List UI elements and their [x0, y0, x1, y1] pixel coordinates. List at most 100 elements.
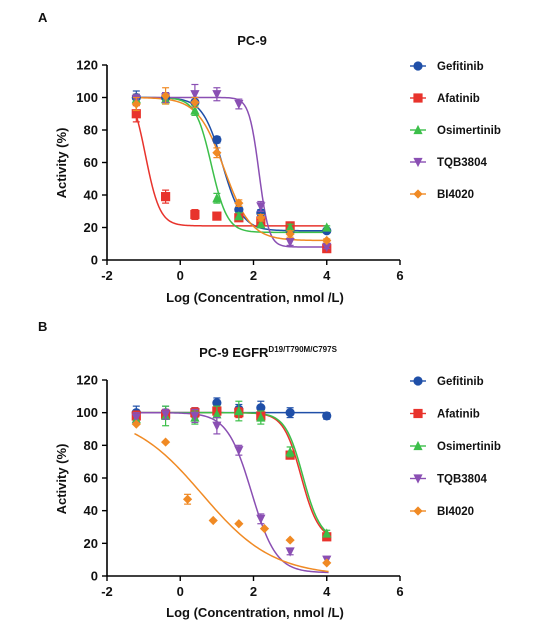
y-tick-label: 100	[76, 90, 98, 105]
legend-marker	[413, 376, 423, 386]
fit-curve-tqb3804	[134, 96, 329, 248]
x-axis-label: Log (Concentration, nmol /L)	[166, 290, 344, 305]
chart-title: PC-9 EGFRD19/T790M/C797S	[199, 345, 337, 360]
data-point-bi4020	[259, 524, 270, 534]
panel-label: A	[38, 10, 48, 25]
legend-label: Osimertinib	[437, 125, 501, 137]
x-tick-label: 2	[250, 268, 257, 283]
legend-marker	[413, 440, 423, 451]
x-tick-label: 2	[250, 584, 257, 599]
data-point-osimertinib	[256, 412, 266, 422]
y-tick-label: 40	[84, 188, 98, 203]
data-point-gefitinib	[256, 403, 266, 413]
data-point-tqb3804	[212, 90, 222, 100]
data-point-bi4020	[256, 213, 266, 223]
legend-marker	[413, 157, 423, 168]
y-tick-label: 80	[84, 123, 98, 138]
y-tick-label: 20	[84, 220, 98, 235]
data-point-afatinib	[212, 211, 222, 221]
data-point-tqb3804	[190, 90, 200, 100]
data-point-tqb3804	[234, 446, 244, 456]
x-tick-label: 4	[323, 584, 331, 599]
legend-label: Osimertinib	[437, 441, 501, 453]
legend-label: Afatinib	[437, 409, 480, 421]
y-tick-label: 100	[76, 405, 98, 420]
data-point-bi4020	[285, 535, 295, 545]
legend-label: TQB3804	[437, 474, 487, 486]
data-points	[131, 397, 332, 568]
x-tick-label: 0	[177, 584, 184, 599]
data-point-bi4020	[131, 419, 141, 429]
legend-label: BI4020	[437, 189, 474, 201]
data-point-bi4020	[161, 437, 171, 447]
x-tick-label: -2	[101, 584, 113, 599]
data-point-bi4020	[208, 515, 218, 526]
data-point-tqb3804	[131, 413, 141, 423]
data-point-osimertinib	[190, 105, 200, 115]
y-axis-label: Activity (%)	[54, 444, 69, 515]
data-point-tqb3804	[234, 99, 244, 110]
chart-title-main: PC-9	[237, 33, 267, 48]
data-point-afatinib	[190, 209, 200, 220]
legend: Gefitinib Afatinib Osimertinib TQB3804 BI402…	[410, 376, 501, 518]
data-points	[131, 83, 332, 254]
data-point-gefitinib	[212, 398, 222, 408]
data-point-osimertinib	[234, 211, 244, 221]
y-tick-label: 60	[84, 155, 98, 170]
data-point-osimertinib	[256, 219, 266, 229]
data-point-gefitinib	[256, 208, 266, 218]
data-point-osimertinib	[322, 222, 332, 232]
data-point-bi4020	[234, 519, 244, 529]
legend-label: BI4020	[437, 506, 474, 518]
legend-marker	[413, 408, 423, 419]
data-point-tqb3804	[256, 202, 266, 212]
y-axis-label: Activity (%)	[54, 128, 69, 199]
data-point-tqb3804	[161, 410, 171, 420]
data-point-osimertinib	[234, 405, 244, 416]
x-tick-label: 6	[396, 268, 403, 283]
data-point-afatinib	[131, 109, 141, 119]
data-point-afatinib	[161, 192, 171, 202]
data-point-tqb3804	[256, 514, 266, 524]
legend: Gefitinib Afatinib Osimertinib TQB3804 BI402…	[410, 61, 501, 201]
legend-label: Gefitinib	[437, 376, 484, 388]
legend-label: Gefitinib	[437, 61, 484, 73]
x-axis-label: Log (Concentration, nmol /L)	[166, 605, 344, 620]
fit-curve-afatinib	[133, 109, 329, 227]
data-point-osimertinib	[322, 528, 332, 538]
x-tick-label: -2	[101, 268, 113, 283]
data-point-bi4020	[212, 148, 222, 158]
data-point-bi4020	[131, 99, 141, 109]
y-tick-label: 40	[84, 503, 98, 518]
panel-a: A PC-9 Activity (%) Log (Concentration, …	[38, 10, 501, 305]
chart-title-superscript: D19/T790M/C797S	[268, 345, 337, 354]
legend-marker	[413, 474, 423, 484]
data-point-tqb3804	[212, 421, 222, 431]
data-point-bi4020	[234, 198, 244, 208]
chart-title: PC-9	[237, 33, 267, 48]
legend-marker	[413, 93, 423, 103]
data-point-bi4020	[322, 235, 332, 246]
data-point-bi4020	[161, 91, 171, 101]
fit-curve-gefitinib	[134, 96, 329, 232]
legend-marker	[413, 189, 423, 199]
x-tick-label: 4	[323, 268, 331, 283]
legend-marker	[413, 506, 423, 516]
x-tick-label: 6	[396, 584, 403, 599]
y-tick-label: 0	[91, 253, 98, 268]
data-point-bi4020	[322, 558, 332, 568]
fit-curve-afatinib	[134, 411, 329, 536]
chart-title-main: PC-9 EGFR	[199, 345, 269, 360]
y-tick-label: 120	[76, 58, 98, 73]
y-tick-label: 0	[91, 569, 98, 584]
data-point-gefitinib	[212, 135, 222, 145]
panel-label: B	[38, 319, 47, 334]
data-point-bi4020	[182, 494, 193, 504]
data-point-osimertinib	[285, 446, 295, 456]
y-tick-label: 60	[84, 471, 98, 486]
fit-curve-tqb3804	[134, 411, 329, 574]
data-point-gefitinib	[322, 411, 332, 421]
